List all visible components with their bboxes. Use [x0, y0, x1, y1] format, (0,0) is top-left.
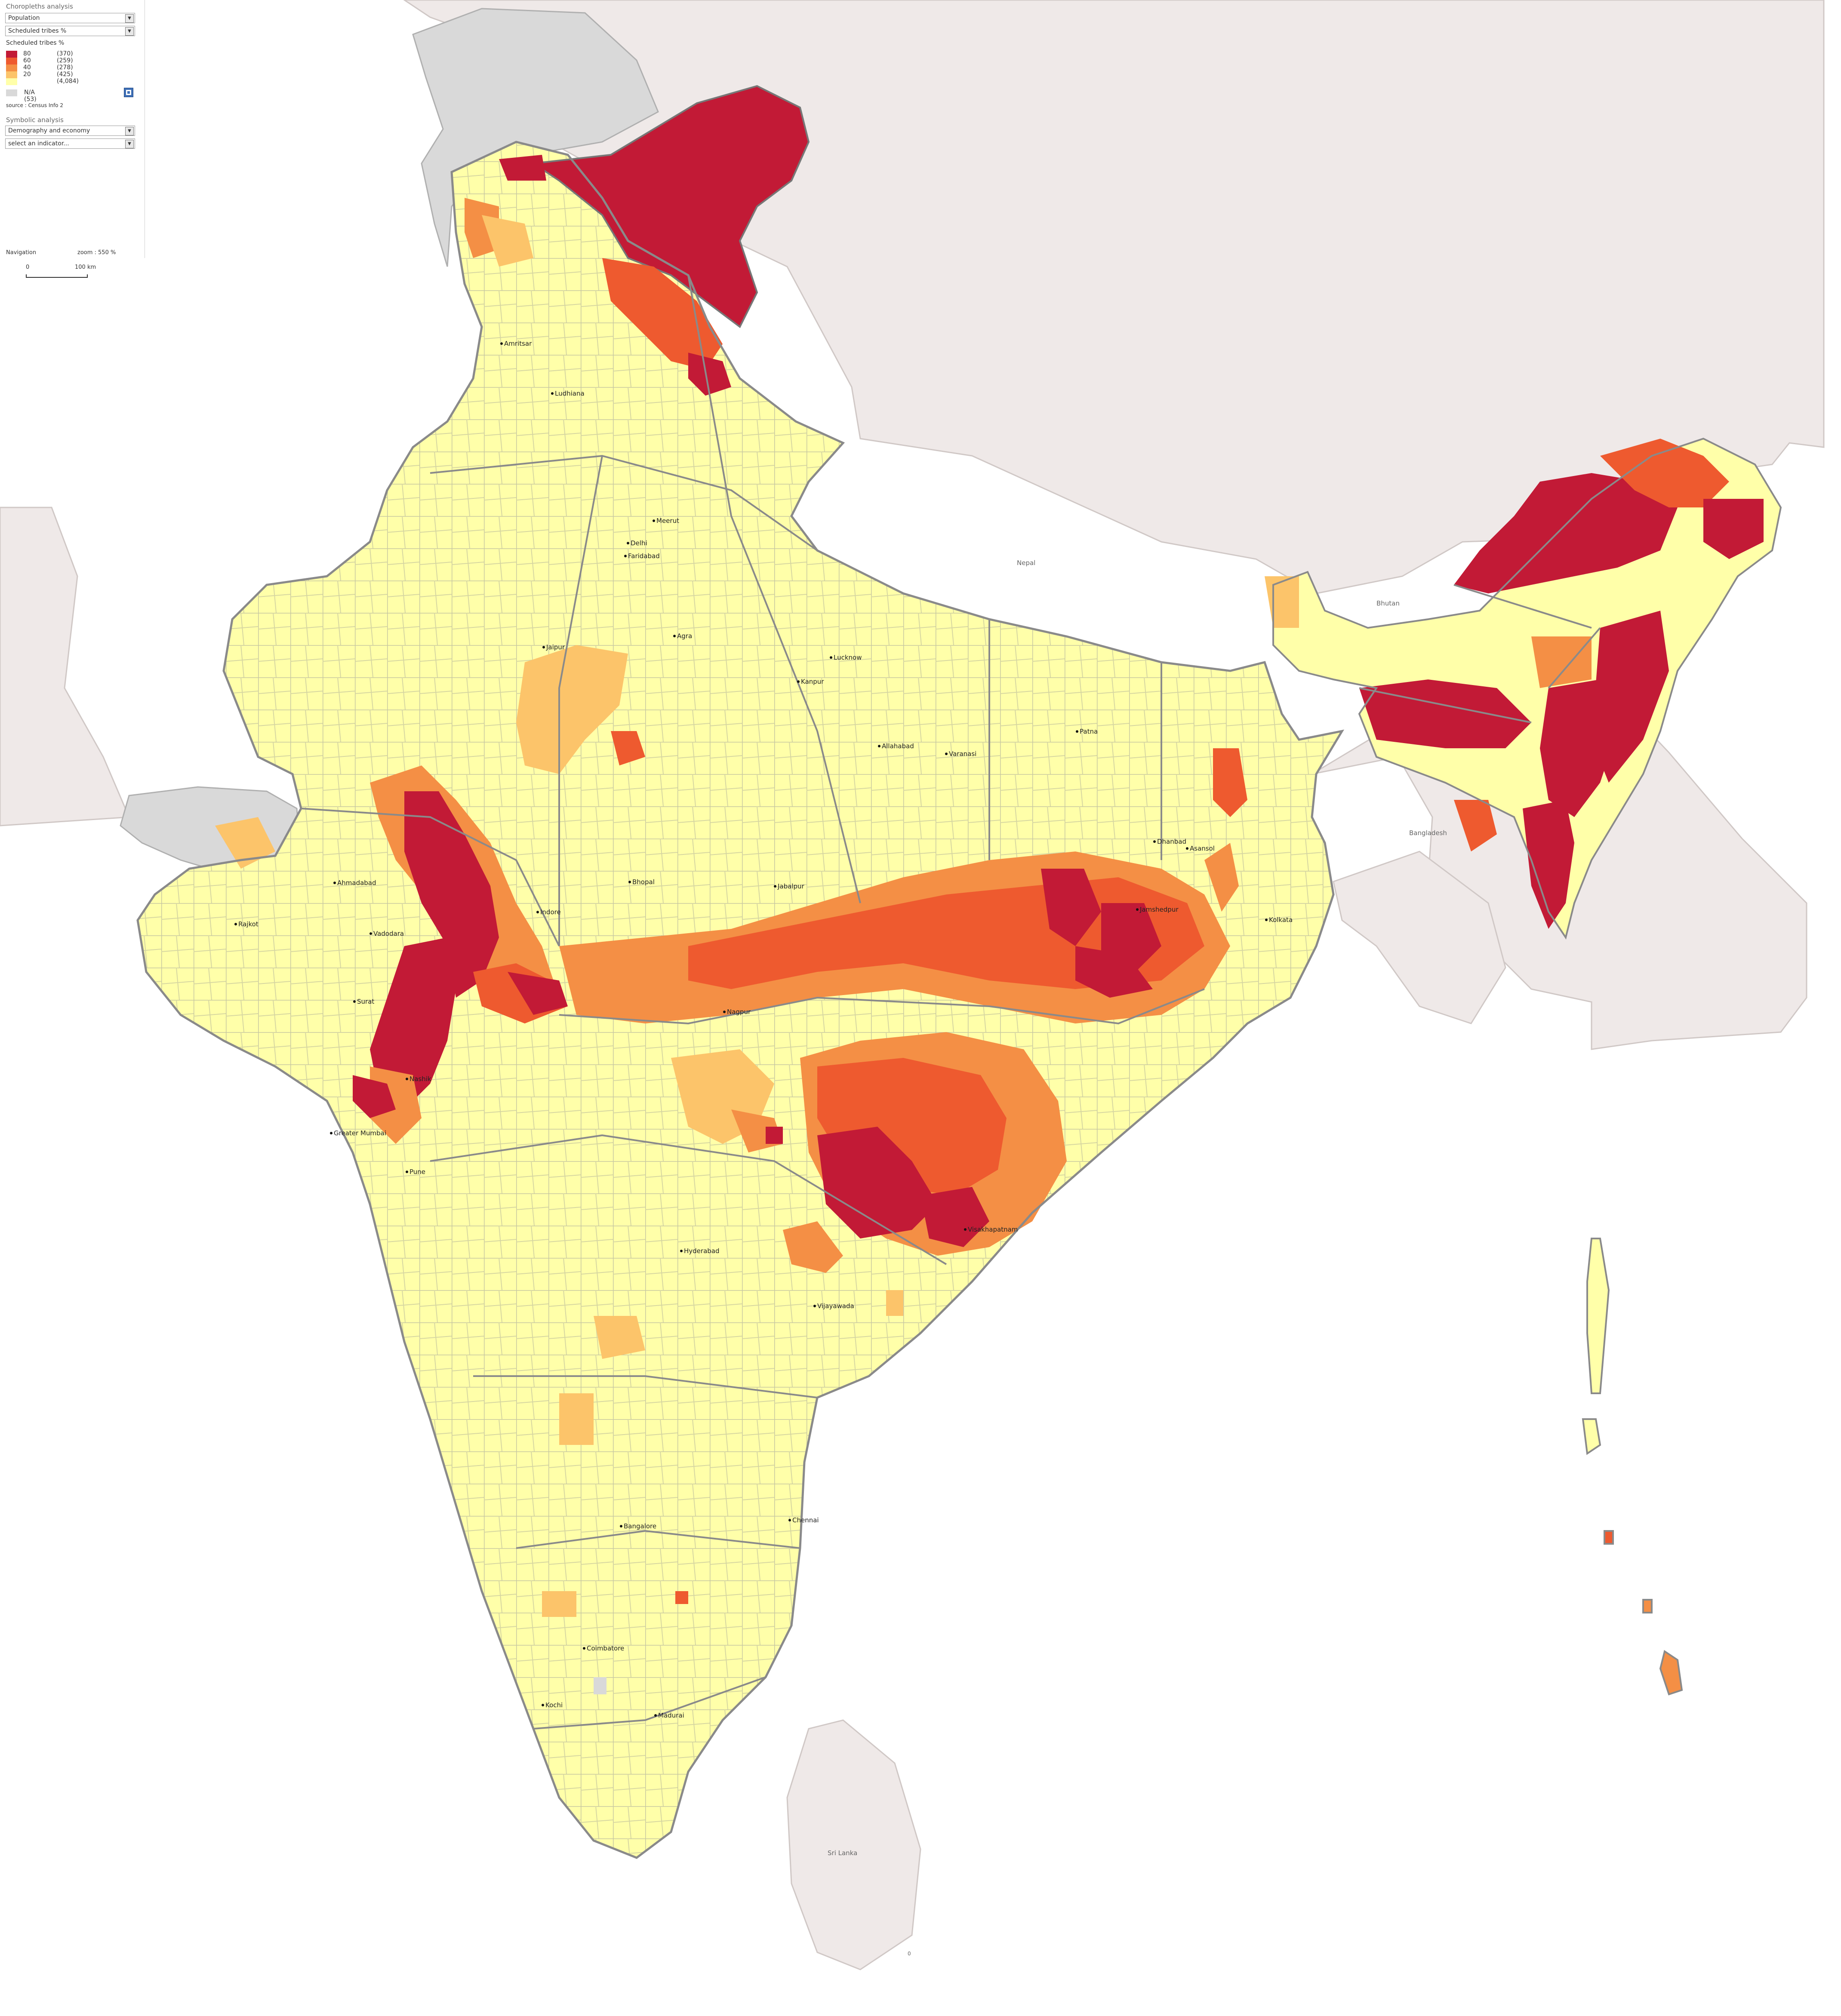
country-label-nepal: Nepal [1017, 559, 1036, 567]
legend-label-na: N/A (53) [24, 89, 37, 103]
city-label-coimbatore: Coimbatore [582, 1644, 625, 1652]
city-label-chennai: Chennai [788, 1516, 819, 1524]
city-label-amritsar: Amritsar [500, 340, 532, 347]
city-label-allahabad: Allahabad [878, 742, 914, 750]
india-districts[interactable] [136, 85, 1782, 1859]
city-label-kanpur: Kanpur [797, 678, 824, 685]
theme-select-value: Population [8, 15, 40, 22]
city-label-agra: Agra [673, 632, 693, 640]
legend-swatch [6, 51, 17, 58]
city-label-indore: Indore [536, 908, 561, 916]
legend-label: 80 [23, 50, 31, 57]
symbolic-indicator-select[interactable]: select an indicator... ▼ [5, 138, 135, 149]
city-label-visakhapatnam: Visakhapatnam [964, 1226, 1018, 1233]
city-label-kochi: Kochi [541, 1701, 563, 1709]
country-label-bhutan: Bhutan [1376, 599, 1400, 607]
city-label-greater-mumbai: Greater Mumbai [330, 1129, 386, 1137]
legend-swatch-na [6, 89, 17, 96]
city-label-asansol: Asansol [1186, 845, 1215, 852]
symbolic-indicator-select-value: select an indicator... [8, 140, 69, 147]
city-label-hyderabad: Hyderabad [680, 1247, 720, 1255]
city-label-rajkot: Rajkot [234, 920, 259, 928]
city-label-kolkata: Kolkata [1265, 916, 1293, 924]
city-label-nashik: Nashik [406, 1075, 431, 1083]
indicator-select-value: Scheduled tribes % [8, 28, 67, 34]
legend-swatch [6, 65, 17, 71]
navigation-bar: Navigation zoom : 550 % [0, 248, 145, 258]
legend-count: (425) [57, 71, 73, 78]
city-label-surat: Surat [353, 998, 375, 1005]
city-label-bangalore: Bangalore [619, 1522, 657, 1530]
legend-title: Scheduled tribes % [6, 40, 65, 46]
city-label-ahmadabad: Ahmadabad [333, 879, 376, 887]
city-label-pune: Pune [405, 1168, 426, 1176]
city-label-faridabad: Faridabad [624, 552, 660, 560]
chevron-down-icon[interactable]: ▼ [125, 140, 134, 148]
city-label-jaipur: Jaipur [542, 643, 565, 651]
city-label-delhi: Delhi [627, 539, 647, 547]
city-label-jamshedpur: Jamshedpur [1136, 906, 1179, 913]
legend-count: (259) [57, 57, 73, 64]
city-label-jabalpur: Jabalpur [774, 882, 804, 890]
scale-zero: 0 [26, 264, 30, 270]
analysis-panel: Choropleths analysis Population ▼ Schedu… [0, 0, 145, 258]
chevron-down-icon[interactable]: ▼ [125, 127, 134, 135]
legend-swatch [6, 58, 17, 65]
legend-count: (278) [57, 64, 73, 71]
country-label-bangladesh: Bangladesh [1409, 829, 1447, 837]
city-label-patna: Patna [1075, 728, 1098, 735]
city-label-meerut: Meerut [653, 517, 679, 525]
symbolic-section-title: Symbolic analysis [6, 116, 64, 124]
legend-count: (370) [57, 50, 73, 57]
andaman-nicobar-islands[interactable] [1582, 1238, 1683, 1696]
indicator-select[interactable]: Scheduled tribes % ▼ [5, 26, 135, 36]
legend-swatch [6, 78, 17, 85]
country-label-sri-lanka: Sri Lanka [828, 1849, 858, 1857]
legend-label: 20 [23, 71, 31, 78]
chevron-down-icon[interactable]: ▼ [125, 27, 134, 36]
legend-label: 40 [23, 64, 31, 71]
symbolic-theme-select-value: Demography and economy [8, 127, 90, 134]
scale-line [26, 274, 88, 278]
symbolic-theme-select[interactable]: Demography and economy ▼ [5, 126, 135, 136]
chevron-down-icon[interactable]: ▼ [125, 14, 134, 23]
legend-swatch [6, 71, 17, 78]
scale-bar: 0 100 km [6, 261, 109, 281]
scale-distance: 100 km [75, 264, 96, 270]
city-label-vijayawada: Vijayawada [813, 1302, 854, 1310]
city-label-nagpur: Nagpur [723, 1008, 751, 1016]
source-note: source : Census Info 2 [6, 102, 63, 108]
city-label-dhanbad: Dhanbad [1153, 838, 1186, 845]
city-label-ludhiana: Ludhiana [551, 390, 585, 397]
city-label-varanasi: Varanasi [945, 750, 977, 758]
legend-label: 60 [23, 57, 31, 64]
city-label-vadodara: Vadodara [369, 930, 404, 937]
map-bottom-mark: 0 [908, 1951, 911, 1957]
city-label-madurai: Madurai [654, 1712, 684, 1719]
city-label-lucknow: Lucknow [830, 654, 862, 661]
export-icon[interactable] [124, 88, 133, 97]
theme-select[interactable]: Population ▼ [5, 13, 135, 23]
choropleth-section-title: Choropleths analysis [6, 3, 73, 10]
legend-count: (4,084) [57, 78, 79, 85]
zoom-level: zoom : 550 % [77, 249, 116, 256]
city-label-bhopal: Bhopal [628, 878, 655, 886]
navigation-label: Navigation [6, 249, 37, 256]
